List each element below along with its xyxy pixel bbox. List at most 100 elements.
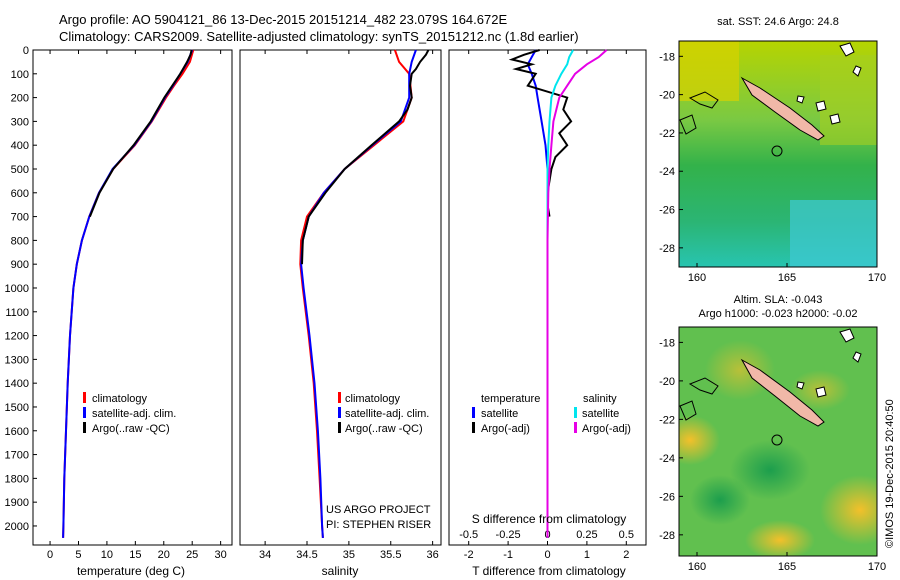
lon-tick-label: 165 [778, 561, 796, 573]
sst-warm-patch [679, 41, 739, 101]
sla-high-patch [820, 475, 877, 545]
x-tick-label: 34.5 [296, 549, 317, 561]
y-tick-label: 300 [11, 116, 29, 128]
x-tick-label: -2 [464, 549, 474, 561]
x-tick-label: 5 [75, 549, 81, 561]
series-line-argo-raw-qc- [88, 49, 193, 217]
lat-tick-label: -26 [659, 491, 675, 503]
lat-tick-label: -22 [659, 414, 675, 426]
temperature-xlabel: temperature (deg C) [77, 564, 185, 578]
x-tick-label: -1 [503, 549, 513, 561]
y-tick-label: 1200 [5, 331, 29, 343]
lat-tick-label: -18 [659, 51, 675, 63]
legend-mark-climatology [83, 392, 86, 403]
climatology-title: Climatology: CARS2009. Satellite-adjuste… [59, 29, 579, 44]
lat-tick-label: -22 [659, 128, 675, 140]
x-tick-label: 20 [158, 549, 170, 561]
sla-map-panel: Altim. SLA: -0.043 Argo h1000: -0.023 h2… [659, 294, 886, 573]
island-shape [852, 65, 862, 77]
salinity-legend: climatology satellite-adj. clim. Argo(..… [338, 392, 429, 435]
y-tick-label: 1500 [5, 402, 29, 414]
lon-tick-label: 160 [688, 272, 706, 284]
lat-tick-label: -24 [659, 453, 675, 465]
x-tick-label: 25 [186, 549, 198, 561]
difference-xlabel-s: S difference from climatology [472, 512, 627, 526]
legend-label-s-argo: Argo(-adj) [582, 423, 631, 435]
new-caledonia-land [740, 358, 825, 427]
x-tick-label: 15 [129, 549, 141, 561]
x-tick-label: 0 [47, 549, 53, 561]
difference-xlabel-t: T difference from climatology [472, 564, 626, 578]
s-diff-tick-label: -0.5 [459, 529, 478, 541]
legend-mark-argo [338, 422, 341, 433]
sst-map-title: sat. SST: 24.6 Argo: 24.8 [717, 16, 839, 28]
x-tick-label: 35.5 [380, 549, 401, 561]
y-tick-label: 400 [11, 140, 29, 152]
argo-position-marker [771, 434, 783, 446]
series-line-argo-raw-qc- [301, 49, 430, 265]
salinity-frame [239, 49, 442, 546]
legend-label-argo: Argo(..raw -QC) [345, 423, 423, 435]
island-shape [796, 381, 805, 390]
x-tick-label: 35 [343, 549, 355, 561]
y-tick-label: 0 [23, 45, 29, 57]
y-tick-label: 700 [11, 212, 29, 224]
series-line-satellite-adj-clim- [62, 49, 194, 538]
chesterfield-outline [688, 377, 719, 395]
lat-tick-label: -28 [659, 530, 675, 542]
island-shape [852, 351, 862, 363]
legend-mark-t-satellite [472, 407, 475, 418]
island-shape [839, 328, 855, 343]
salinity-panel: 34 34.5 35 35.5 36 salinity climatology sate… [239, 49, 442, 578]
lat-tick-label: -20 [659, 90, 675, 102]
series-line-climatology [62, 49, 195, 538]
sla-low-patch [690, 475, 750, 525]
lat-tick-label: -28 [659, 243, 675, 255]
x-tick-label: 10 [101, 549, 113, 561]
imos-credit: ©IMOS 19-Dec-2015 20:40:50 [884, 399, 896, 548]
s-diff-tick-label: 0.25 [576, 529, 597, 541]
sst-warm-patch [820, 55, 877, 145]
legend-label-climatology: climatology [345, 393, 401, 405]
legend-mark-t-argo [472, 422, 475, 433]
y-tick-label: 1100 [5, 307, 29, 319]
s-diff-tick-label: -0.25 [496, 529, 521, 541]
lon-tick-label: 165 [778, 272, 796, 284]
sla-high-patch [679, 415, 720, 465]
profile-title: Argo profile: AO 5904121_86 13-Dec-2015 … [59, 12, 508, 27]
sla-low-patch [730, 440, 810, 500]
y-tick-label: 200 [11, 93, 29, 105]
island-shape [815, 386, 827, 398]
y-tick-label: 1900 [5, 497, 29, 509]
legend-label-t-satellite: satellite [481, 408, 518, 420]
x-tick-label: 36 [427, 549, 439, 561]
legend-label-argo: Argo(..raw -QC) [92, 423, 170, 435]
legend-title-temperature: temperature [481, 393, 540, 405]
lat-tick-label: -18 [659, 337, 675, 349]
legend-mark-s-argo [574, 422, 577, 433]
sst-map-frame [678, 40, 878, 268]
argo-position-marker [771, 145, 783, 157]
y-tick-label: 800 [11, 235, 29, 247]
x-tick-label: 1 [584, 549, 590, 561]
temperature-legend: climatology satellite-adj. clim. Argo(..… [83, 392, 176, 435]
sst-map-panel: sat. SST: 24.6 Argo: 24.8 160 165 170 -18 -2… [659, 16, 886, 284]
x-tick-label: 30 [215, 549, 227, 561]
x-tick-label: 34 [259, 549, 271, 561]
y-tick-label: 100 [11, 69, 29, 81]
lon-tick-label: 160 [688, 561, 706, 573]
x-tick-label: 2 [623, 549, 629, 561]
lat-tick-label: -24 [659, 166, 675, 178]
lon-tick-label: 170 [868, 272, 886, 284]
island-shape [815, 100, 827, 112]
chesterfield-outline [688, 91, 719, 109]
temperature-panel: 0100200300400500600700800900100011001200… [5, 45, 233, 578]
legend-label-satellite: satellite-adj. clim. [92, 408, 176, 420]
lon-tick-label: 170 [868, 561, 886, 573]
series-line-t-argo-adj- [508, 49, 573, 217]
island-shape [839, 42, 855, 57]
reef-outline [679, 114, 697, 135]
sst-cool-patch [790, 200, 877, 267]
sla-map-title: Altim. SLA: -0.043 [734, 294, 823, 306]
